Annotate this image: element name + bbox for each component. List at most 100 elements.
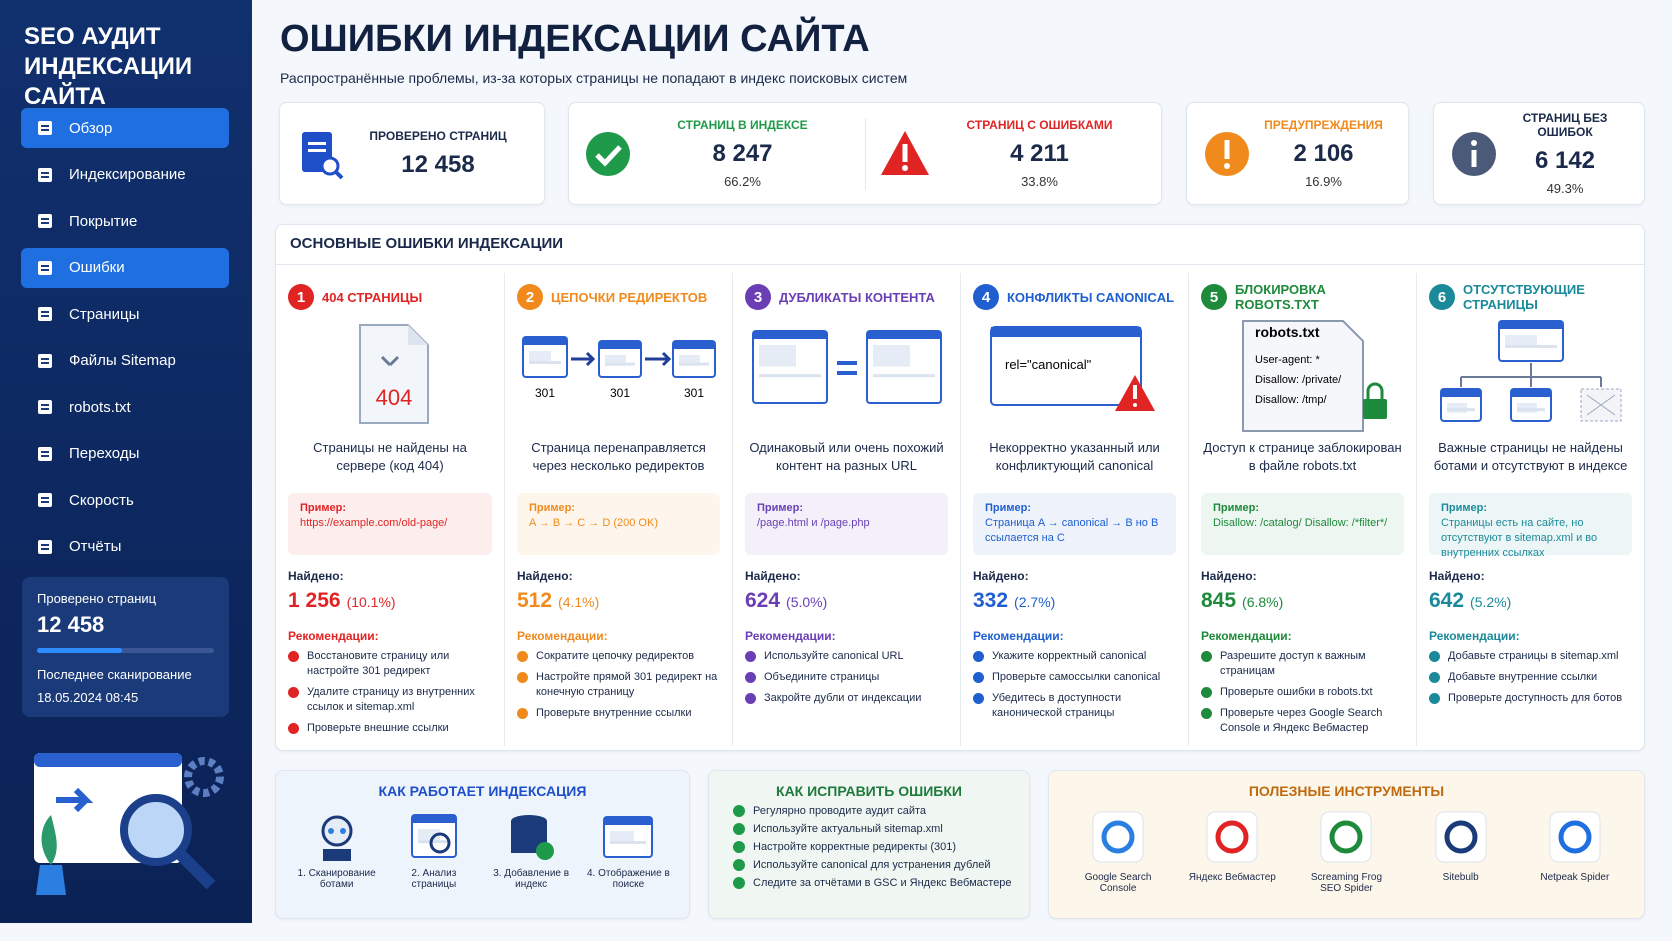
fix-text: Следите за отчётами в GSC и Яндекс Вебма… — [753, 877, 1012, 889]
icon-shape — [308, 148, 326, 152]
icon-shape — [1549, 811, 1601, 863]
recommendation-text: Удалите страницу из внутренних ссылок и … — [307, 686, 475, 713]
error-number: 4 — [973, 284, 999, 310]
found-value: 512 (4.1%) — [517, 589, 720, 613]
menu-icon — [38, 493, 52, 507]
stat-icon — [1452, 131, 1496, 176]
menu-item[interactable]: Покрытие — [21, 201, 229, 241]
recommendation: Убедитесь в доступности канонической стр… — [973, 691, 1176, 721]
tool-label: Screaming Frog SEO Spider — [1310, 872, 1383, 894]
how-title: КАК РАБОТАЕТ ИНДЕКСАЦИЯ — [378, 783, 587, 799]
status-value: 12 458 — [37, 612, 105, 637]
icon-shape — [570, 351, 671, 367]
error-illustration — [751, 330, 942, 404]
fix-item: Настройте корректные редиректы (301) — [733, 841, 1017, 853]
error-title-row: 1 404 СТРАНИЦЫ — [288, 283, 492, 311]
stat-percent: 66.2% — [724, 174, 761, 189]
icon-shape — [41, 547, 49, 550]
recommendation: Удалите страницу из внутренних ссылок и … — [288, 685, 492, 715]
tool[interactable]: Google Search Console — [1074, 809, 1162, 894]
step: 4. Отображение в поиске — [584, 809, 672, 890]
icon-shape — [1320, 811, 1372, 863]
check-icon — [517, 708, 528, 719]
icon-shape — [758, 374, 821, 378]
error-description: Некорректно указанный или конфликтующий … — [989, 440, 1160, 473]
example-box: Пример: https://example.com/old-page/ — [288, 493, 492, 555]
tools-title: ПОЛЕЗНЫЕ ИНСТРУМЕНТЫ — [1248, 783, 1445, 799]
rec-label: Рекомендации: — [288, 629, 379, 643]
icon-shape — [41, 404, 49, 406]
recommendation: Укажите корректный canonical — [973, 649, 1176, 664]
menu-icon — [38, 353, 52, 368]
step-label: 3. Добавление в индекс — [493, 868, 570, 890]
icon-shape — [751, 330, 828, 404]
found-percent: (5.0%) — [786, 594, 828, 610]
status-box: Проверено страниц 12 458 Последнее скани… — [22, 577, 229, 717]
icon-shape — [1504, 345, 1557, 348]
stat-value: 6 142 — [1534, 147, 1596, 174]
error-description: Страницы не найдены на сервере (код 404) — [313, 440, 467, 473]
step-icon — [321, 815, 353, 861]
icon-shape — [902, 164, 908, 171]
example-text: Страницы есть на сайте, но отсутствуют в… — [1441, 517, 1598, 559]
example-label: Пример: — [300, 502, 347, 514]
check-icon — [733, 823, 745, 835]
recommendation: Используйте canonical URL — [745, 649, 948, 664]
example-label: Пример: — [1213, 502, 1260, 514]
illustration-text: robots.txt — [1255, 324, 1320, 340]
icon-shape — [990, 327, 1141, 337]
tool[interactable]: Screaming Frog SEO Spider — [1302, 809, 1390, 894]
tool[interactable]: Яндекс Вебмастер — [1188, 809, 1276, 894]
menu-icon — [38, 214, 52, 228]
icon-shape — [1504, 335, 1537, 347]
check-icon — [1429, 651, 1440, 662]
page-subtitle: Распространённые проблемы, из-за которых… — [280, 70, 908, 86]
example-label: Пример: — [757, 502, 804, 514]
icon-shape — [1215, 820, 1249, 854]
error-illustration: rel="canonical" — [989, 326, 1155, 411]
example-text: Disallow: /catalog/ Disallow: /*filter*/ — [1213, 517, 1388, 529]
error-column: 5 БЛОКИРОВКА ROBOTS.TXT robots.txt User-age… — [1188, 273, 1416, 746]
step: 1. Сканирование ботами — [293, 809, 381, 890]
sidebar-title: SEO АУДИТ ИНДЕКСАЦИИ САЙТА — [24, 22, 252, 112]
menu-item[interactable]: robots.txt — [21, 387, 229, 427]
menu-item[interactable]: Ошибки — [21, 247, 229, 288]
rec-label: Рекомендации: — [973, 629, 1064, 643]
check-icon — [288, 651, 299, 662]
icon-shape — [411, 815, 456, 823]
step-label: 4. Отображение в поиске — [586, 868, 670, 890]
check-icon — [745, 693, 756, 704]
tool[interactable]: Sitebulb — [1417, 809, 1505, 894]
icon-shape — [359, 324, 429, 424]
illustration-text: 404 — [376, 385, 413, 410]
step: 3. Добавление в индекс — [487, 809, 575, 890]
icon-shape — [408, 325, 428, 345]
sidebar-title-line: SEO АУДИТ — [24, 23, 161, 50]
menu-item[interactable]: Индексирование — [21, 155, 229, 195]
scan-value: 18.05.2024 08:45 — [37, 690, 139, 705]
menu-item[interactable]: Страницы — [21, 294, 229, 334]
recommendation-text: Проверьте доступность для ботов — [1448, 692, 1623, 704]
menu-item[interactable]: Обзор — [21, 108, 229, 148]
check-icon — [517, 651, 528, 662]
found-percent: (5.2%) — [1470, 594, 1512, 610]
recommendation-text: Используйте canonical URL — [764, 650, 904, 662]
menu-item[interactable]: Отчёты — [21, 527, 229, 567]
example-text: /page.html и /page.php — [757, 517, 870, 529]
illustration-text: User-agent: * — [1255, 354, 1321, 366]
menu-item[interactable]: Скорость — [21, 480, 229, 520]
tool[interactable]: Netpeak Spider — [1531, 809, 1619, 894]
menu-item[interactable]: Файлы Sitemap — [21, 341, 229, 381]
illustration-text: 301 — [534, 386, 554, 400]
step-icon — [603, 816, 654, 858]
example-box: Пример: Страница A → canonical → B но B с… — [973, 493, 1176, 555]
found-label: Найдено: — [973, 569, 1029, 583]
page-title: ОШИБКИ ИНДЕКСАЦИИ САЙТА — [280, 18, 870, 60]
found-percent: (10.1%) — [346, 594, 396, 610]
error-description: Важные страницы не найдены ботами и отсу… — [1433, 440, 1628, 473]
icon-shape — [38, 214, 52, 228]
icon-shape — [604, 355, 626, 366]
stat-value: 4 211 — [1010, 140, 1069, 167]
menu-item[interactable]: Переходы — [21, 434, 229, 474]
icon-shape — [41, 129, 49, 131]
